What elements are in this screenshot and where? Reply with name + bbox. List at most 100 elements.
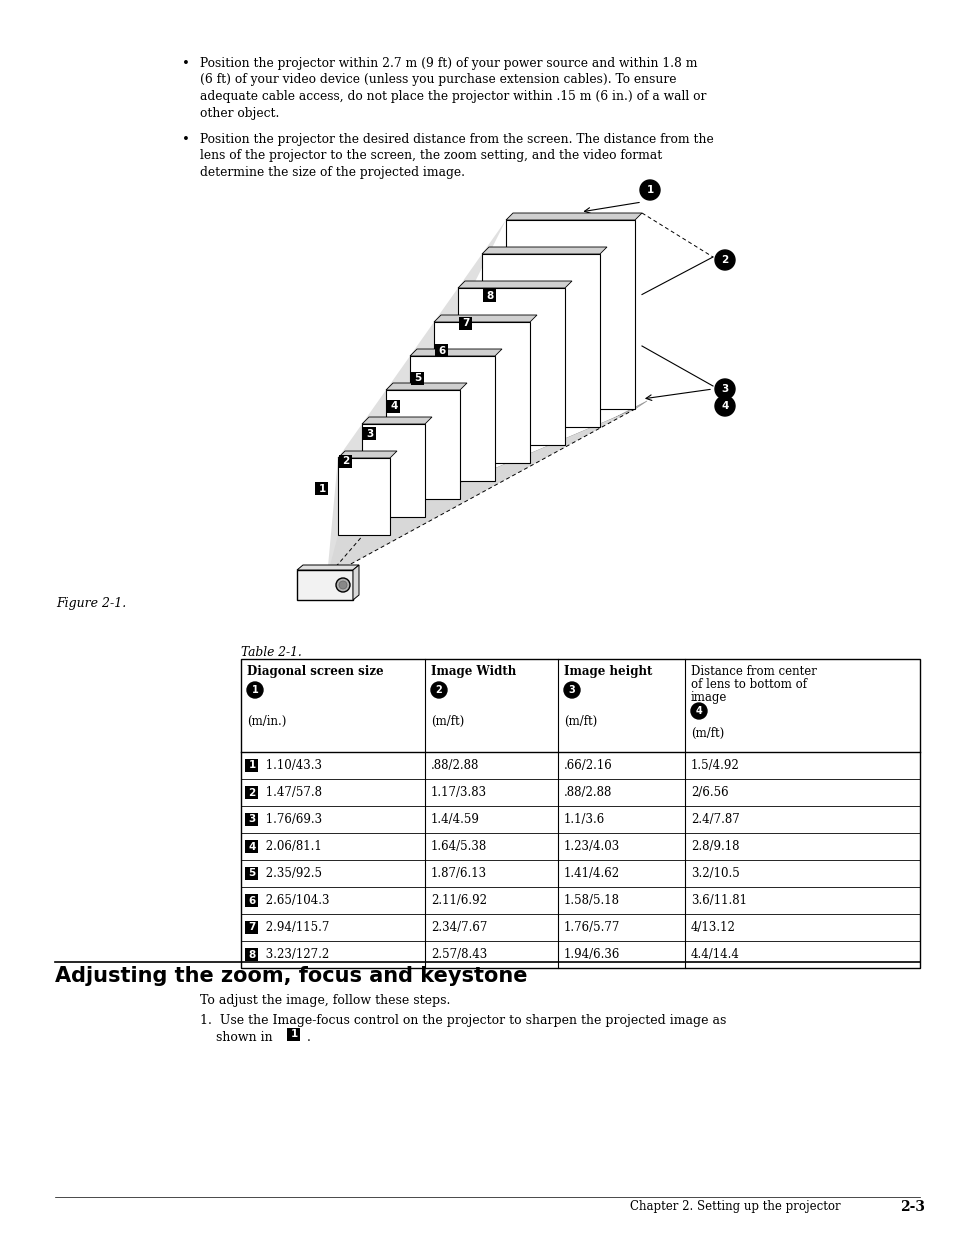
Text: 2.06/81.1: 2.06/81.1 — [262, 840, 321, 853]
Text: 1.76/69.3: 1.76/69.3 — [262, 813, 322, 826]
Text: 1.94/6.36: 1.94/6.36 — [563, 948, 619, 961]
Text: 2/6.56: 2/6.56 — [690, 785, 728, 799]
Text: 4: 4 — [390, 401, 397, 411]
Text: Position the projector within 2.7 m (9 ft) of your power source and within 1.8 m: Position the projector within 2.7 m (9 f… — [200, 57, 697, 70]
Bar — [337, 458, 390, 535]
FancyBboxPatch shape — [339, 454, 352, 468]
Polygon shape — [457, 282, 572, 288]
Circle shape — [431, 682, 447, 698]
Polygon shape — [327, 401, 646, 574]
Text: 2.57/8.43: 2.57/8.43 — [431, 948, 487, 961]
Text: 7: 7 — [462, 319, 469, 329]
Text: Table 2-1.: Table 2-1. — [241, 646, 301, 659]
FancyBboxPatch shape — [245, 921, 258, 934]
Polygon shape — [337, 451, 396, 458]
FancyBboxPatch shape — [245, 760, 258, 772]
Text: 1: 1 — [318, 484, 325, 494]
Text: 3.2/10.5: 3.2/10.5 — [690, 867, 739, 881]
FancyBboxPatch shape — [435, 345, 448, 357]
Text: 4: 4 — [248, 841, 255, 851]
Text: 2.94/115.7: 2.94/115.7 — [262, 921, 329, 934]
Polygon shape — [505, 212, 641, 220]
Circle shape — [714, 249, 734, 270]
Text: Image Width: Image Width — [431, 664, 516, 678]
Text: To adjust the image, follow these steps.: To adjust the image, follow these steps. — [200, 994, 450, 1007]
Circle shape — [690, 703, 706, 719]
Text: Adjusting the zoom, focus and keystone: Adjusting the zoom, focus and keystone — [55, 966, 527, 986]
Text: 6: 6 — [248, 895, 255, 905]
Text: 3: 3 — [568, 685, 575, 695]
Text: 1.17/3.83: 1.17/3.83 — [431, 785, 487, 799]
Text: 1.76/5.77: 1.76/5.77 — [563, 921, 619, 934]
Text: image: image — [690, 692, 726, 704]
Text: .66/2.16: .66/2.16 — [563, 760, 612, 772]
Circle shape — [563, 682, 579, 698]
Circle shape — [247, 682, 263, 698]
Text: lens of the projector to the screen, the zoom setting, and the video format: lens of the projector to the screen, the… — [200, 149, 661, 163]
Text: 4/13.12: 4/13.12 — [690, 921, 735, 934]
Text: 8: 8 — [248, 950, 255, 960]
FancyBboxPatch shape — [315, 483, 328, 495]
Bar — [386, 390, 459, 499]
Polygon shape — [327, 409, 635, 577]
Text: 4.4/14.4: 4.4/14.4 — [690, 948, 740, 961]
Text: determine the size of the projected image.: determine the size of the projected imag… — [200, 165, 464, 179]
Text: (m/ft): (m/ft) — [431, 715, 464, 727]
Text: 2.35/92.5: 2.35/92.5 — [262, 867, 322, 881]
Polygon shape — [361, 417, 432, 424]
FancyBboxPatch shape — [483, 289, 496, 303]
Text: •: • — [182, 133, 190, 146]
Text: 2.65/104.3: 2.65/104.3 — [262, 894, 329, 906]
Text: .88/2.88: .88/2.88 — [431, 760, 478, 772]
Text: 3: 3 — [720, 384, 728, 394]
Polygon shape — [327, 220, 505, 577]
Bar — [481, 254, 599, 427]
Text: 2.34/7.67: 2.34/7.67 — [431, 921, 487, 934]
Text: 4: 4 — [695, 706, 701, 716]
Text: 1.64/5.38: 1.64/5.38 — [431, 840, 487, 853]
Text: 3: 3 — [248, 815, 255, 825]
Text: .88/2.88: .88/2.88 — [563, 785, 612, 799]
Text: Position the projector the desired distance from the screen. The distance from t: Position the projector the desired dista… — [200, 133, 713, 146]
Text: 2: 2 — [436, 685, 442, 695]
Text: .: . — [303, 1031, 311, 1044]
Text: shown in: shown in — [200, 1031, 273, 1044]
Text: 2-3: 2-3 — [899, 1200, 924, 1214]
Text: (m/ft): (m/ft) — [563, 715, 597, 727]
Text: 2.11/6.92: 2.11/6.92 — [431, 894, 486, 906]
Circle shape — [714, 379, 734, 399]
Circle shape — [639, 180, 659, 200]
Polygon shape — [353, 564, 358, 600]
FancyBboxPatch shape — [245, 948, 258, 961]
Text: 1.58/5.18: 1.58/5.18 — [563, 894, 619, 906]
Polygon shape — [410, 350, 501, 356]
Text: Distance from center: Distance from center — [690, 664, 816, 678]
FancyBboxPatch shape — [245, 813, 258, 826]
Bar — [361, 424, 424, 517]
Text: Diagonal screen size: Diagonal screen size — [247, 664, 383, 678]
Text: 8: 8 — [486, 290, 493, 300]
Text: 1: 1 — [248, 761, 255, 771]
Polygon shape — [481, 247, 606, 254]
Text: 1.10/43.3: 1.10/43.3 — [262, 760, 322, 772]
Text: 1.4/4.59: 1.4/4.59 — [431, 813, 479, 826]
Text: 1.  Use the Image-focus control on the projector to sharpen the projected image : 1. Use the Image-focus control on the pr… — [200, 1014, 725, 1028]
Text: 5: 5 — [414, 373, 421, 383]
Text: (6 ft) of your video device (unless you purchase extension cables). To ensure: (6 ft) of your video device (unless you … — [200, 74, 676, 86]
Text: 1.23/4.03: 1.23/4.03 — [563, 840, 619, 853]
Text: 4: 4 — [720, 401, 728, 411]
Circle shape — [335, 578, 350, 592]
Text: 2.4/7.87: 2.4/7.87 — [690, 813, 739, 826]
Text: 1.41/4.62: 1.41/4.62 — [563, 867, 619, 881]
Text: 1: 1 — [646, 185, 653, 195]
Bar — [434, 322, 530, 463]
Text: •: • — [182, 57, 190, 70]
Text: 2: 2 — [342, 456, 349, 466]
Circle shape — [338, 580, 347, 589]
Text: 1.47/57.8: 1.47/57.8 — [262, 785, 322, 799]
Text: 1.5/4.92: 1.5/4.92 — [690, 760, 739, 772]
Text: 5: 5 — [248, 868, 255, 878]
FancyBboxPatch shape — [459, 316, 472, 330]
FancyBboxPatch shape — [411, 372, 424, 385]
FancyBboxPatch shape — [245, 840, 258, 853]
